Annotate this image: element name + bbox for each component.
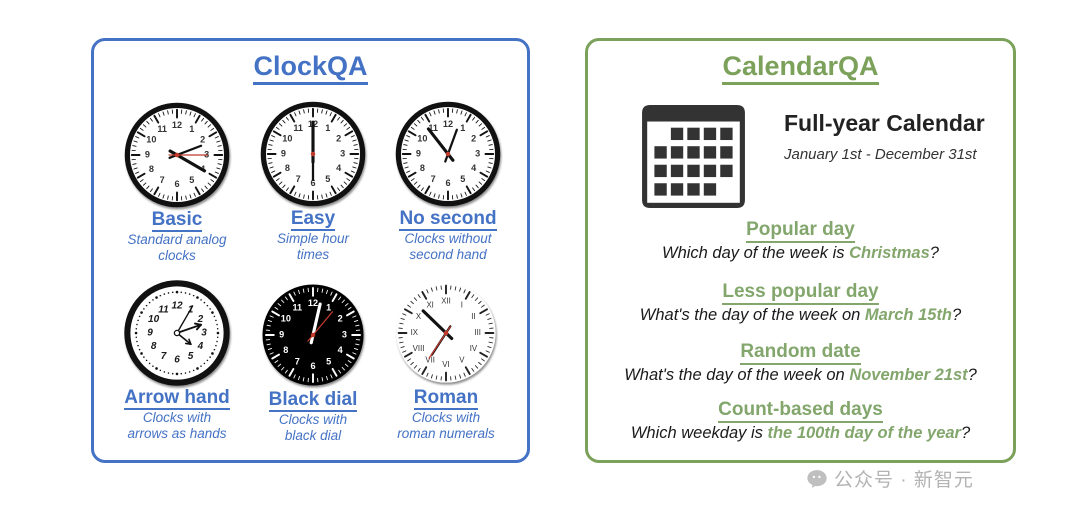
svg-text:7: 7 [161,351,167,362]
svg-text:III: III [474,328,481,337]
svg-text:12: 12 [171,301,183,312]
svg-text:IX: IX [411,328,419,337]
svg-text:10: 10 [417,134,427,144]
svg-text:7: 7 [296,174,301,184]
svg-text:10: 10 [148,314,160,325]
svg-text:10: 10 [282,134,292,144]
svg-text:12: 12 [172,120,182,130]
svg-text:8: 8 [285,163,290,173]
svg-text:3: 3 [201,328,207,339]
svg-text:1: 1 [326,302,331,312]
svg-text:7: 7 [431,174,436,184]
svg-text:5: 5 [188,351,194,362]
svg-text:8: 8 [420,163,425,173]
svg-text:2: 2 [336,134,341,144]
svg-text:9: 9 [145,149,150,159]
svg-text:9: 9 [279,329,284,339]
svg-text:11: 11 [157,124,167,134]
svg-text:12: 12 [443,119,453,129]
svg-text:6: 6 [174,179,179,189]
svg-text:11: 11 [293,123,303,133]
svg-text:2: 2 [200,135,205,145]
svg-text:3: 3 [340,148,345,158]
svg-text:3: 3 [475,148,480,158]
svg-text:XI: XI [426,301,433,310]
svg-text:7: 7 [295,357,300,367]
svg-text:IV: IV [470,344,478,353]
svg-text:X: X [416,312,422,321]
svg-text:1: 1 [325,123,330,133]
svg-text:4: 4 [197,341,204,352]
svg-text:10: 10 [281,314,291,324]
svg-text:5: 5 [460,174,465,184]
svg-text:11: 11 [158,304,169,315]
svg-text:6: 6 [310,361,315,371]
svg-text:8: 8 [283,345,288,355]
svg-text:2: 2 [338,314,343,324]
svg-text:1: 1 [460,123,465,133]
svg-text:3: 3 [342,329,347,339]
svg-text:6: 6 [445,178,450,188]
svg-text:9: 9 [281,148,286,158]
svg-text:VIII: VIII [413,344,425,353]
svg-text:9: 9 [147,328,153,339]
svg-text:11: 11 [292,302,302,312]
svg-text:10: 10 [146,135,156,145]
svg-text:XII: XII [441,296,451,305]
svg-text:5: 5 [325,174,330,184]
svg-text:V: V [459,356,465,365]
svg-text:5: 5 [189,175,194,185]
svg-text:5: 5 [326,357,331,367]
svg-text:II: II [471,312,475,321]
svg-text:1: 1 [189,124,194,134]
svg-text:7: 7 [160,175,165,185]
svg-text:I: I [461,301,463,310]
svg-text:8: 8 [149,164,154,174]
svg-text:VI: VI [442,360,449,369]
svg-text:9: 9 [416,148,421,158]
svg-text:8: 8 [151,341,157,352]
svg-text:2: 2 [471,134,476,144]
svg-text:12: 12 [308,298,318,308]
svg-text:6: 6 [174,355,180,366]
